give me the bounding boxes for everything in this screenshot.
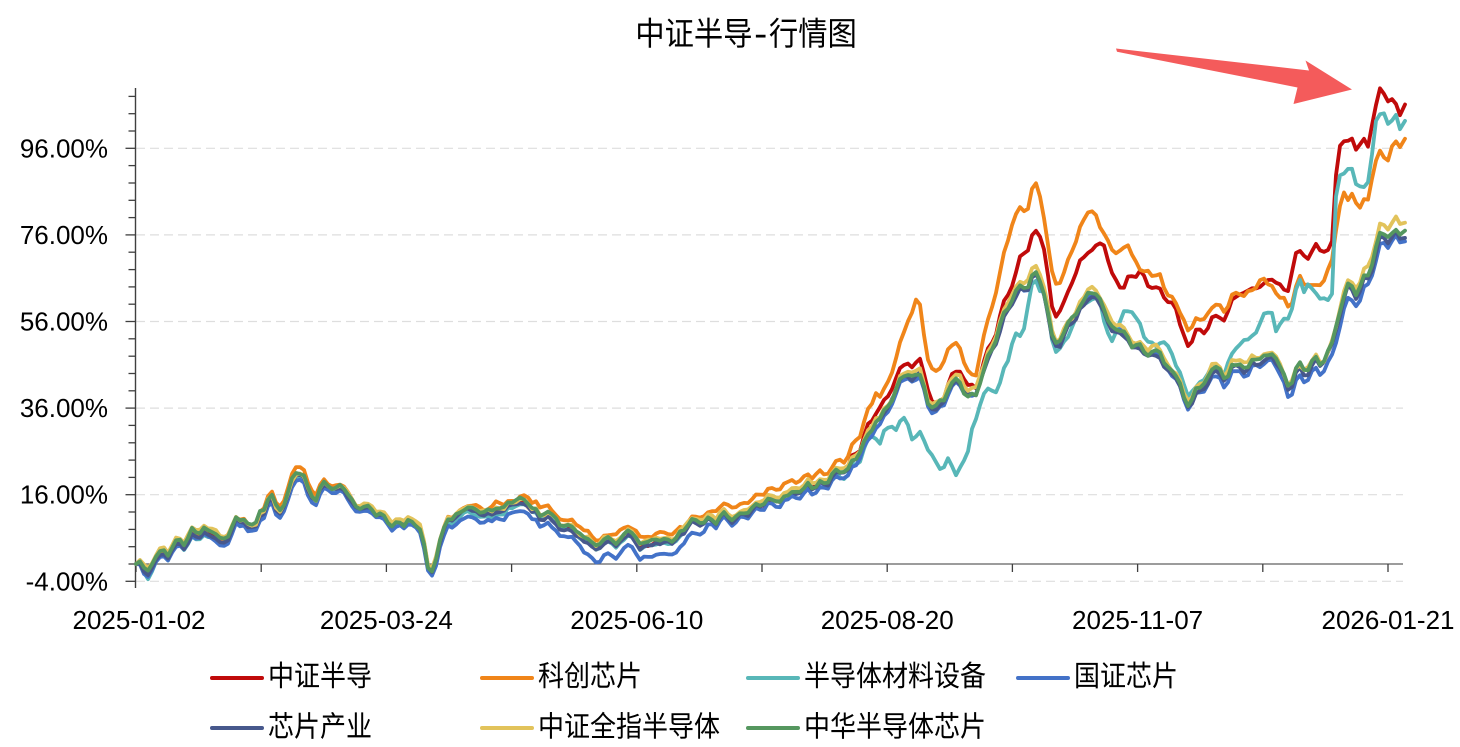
svg-text:76.00%: 76.00% [20, 220, 108, 250]
svg-text:2025-11-07: 2025-11-07 [1072, 605, 1203, 635]
svg-text:2026-01-21: 2026-01-21 [1322, 605, 1455, 635]
svg-text:56.00%: 56.00% [20, 307, 108, 337]
svg-text:2025-08-20: 2025-08-20 [821, 605, 954, 635]
svg-text:16.00%: 16.00% [20, 480, 108, 510]
svg-text:2025-03-24: 2025-03-24 [320, 605, 453, 635]
svg-text:2025-01-02: 2025-01-02 [73, 605, 206, 635]
svg-text:36.00%: 36.00% [20, 393, 108, 423]
svg-text:-4.00%: -4.00% [26, 566, 108, 596]
svg-text:96.00%: 96.00% [20, 133, 108, 163]
svg-text:2025-06-10: 2025-06-10 [570, 605, 703, 635]
